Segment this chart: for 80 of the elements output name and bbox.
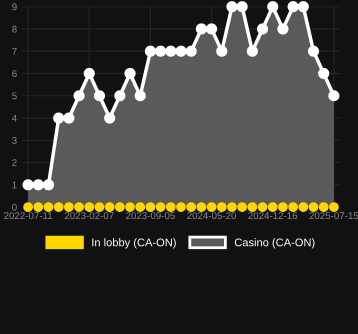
- y-tick-label: 9: [12, 3, 17, 10]
- point: [144, 46, 156, 57]
- point: [196, 202, 206, 212]
- point: [63, 112, 74, 124]
- point: [94, 202, 104, 212]
- point: [104, 202, 115, 212]
- y-tick-label: 7: [12, 48, 17, 55]
- point: [277, 23, 288, 35]
- x-tick-label: 2024-05-20: [187, 212, 236, 220]
- point: [84, 202, 94, 212]
- y-tick-label: 5: [12, 92, 17, 100]
- y-tick-label: 0: [12, 204, 17, 211]
- point: [74, 90, 85, 102]
- point: [165, 46, 176, 57]
- point: [308, 46, 320, 57]
- y-tick-label: 4: [12, 114, 17, 122]
- x-tick-label: 2022-07-11: [4, 212, 52, 220]
- point: [175, 46, 187, 57]
- point: [124, 68, 136, 80]
- point: [288, 1, 299, 12]
- point: [84, 68, 95, 80]
- point: [186, 202, 196, 212]
- point: [74, 202, 84, 212]
- point: [176, 202, 186, 212]
- point: [196, 23, 207, 35]
- x-tick-label: 2025-07-15: [310, 212, 358, 220]
- y-tick-label: 6: [12, 70, 17, 78]
- point: [288, 202, 298, 212]
- point: [135, 202, 146, 212]
- point: [186, 46, 197, 57]
- point: [104, 112, 116, 124]
- point: [246, 46, 258, 57]
- point: [247, 202, 258, 212]
- point: [94, 90, 106, 102]
- point: [298, 1, 309, 12]
- point: [226, 1, 238, 12]
- point: [236, 1, 248, 12]
- y-tick-label: 3: [12, 137, 17, 144]
- point: [64, 202, 74, 212]
- point: [237, 202, 248, 212]
- point: [318, 202, 329, 212]
- point: [206, 23, 218, 35]
- x-tick-label: 2023-02-07: [64, 212, 114, 220]
- point: [156, 202, 166, 212]
- point: [22, 179, 34, 190]
- point: [216, 202, 227, 212]
- point: [268, 202, 278, 212]
- point: [42, 179, 54, 190]
- point: [134, 90, 146, 102]
- point: [44, 202, 54, 212]
- point: [308, 202, 318, 212]
- point: [318, 68, 330, 80]
- point: [256, 23, 268, 35]
- point: [267, 1, 278, 12]
- point: [166, 202, 176, 212]
- y-tick-label: 2: [12, 159, 17, 166]
- x-tick-label: 2023-09-05: [126, 212, 175, 220]
- point: [258, 202, 268, 212]
- y-tick-label: 1: [12, 182, 17, 188]
- point: [298, 202, 308, 212]
- point: [23, 202, 33, 212]
- point: [216, 46, 228, 57]
- point: [206, 202, 216, 212]
- legend-label: Casino (CA-ON): [234, 238, 314, 249]
- point: [32, 179, 44, 190]
- point: [155, 46, 166, 57]
- point: [227, 202, 237, 212]
- point: [278, 202, 288, 212]
- point: [146, 202, 156, 212]
- point: [33, 202, 44, 212]
- y-tick-label: 8: [12, 26, 17, 33]
- legend-label: In lobby (CA-ON): [92, 238, 176, 249]
- point: [329, 202, 339, 212]
- x-tick-label: 2024-12-16: [248, 212, 298, 220]
- point: [53, 112, 64, 124]
- point: [54, 202, 64, 212]
- point: [114, 90, 126, 102]
- point: [125, 202, 135, 212]
- point: [114, 202, 125, 212]
- point: [328, 90, 340, 102]
